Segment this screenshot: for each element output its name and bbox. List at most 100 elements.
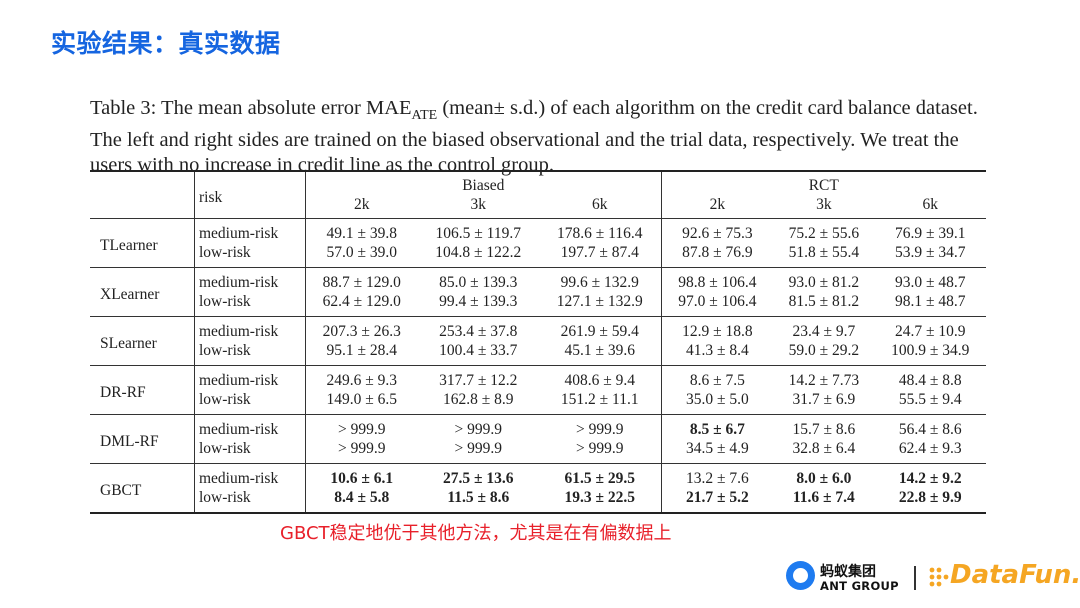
value-cell-best: 11.5 ± 8.6	[447, 489, 510, 506]
value-cell: 53.9 ± 34.7	[895, 244, 966, 261]
risk-label: low-risk	[194, 390, 306, 415]
table-row: low-risk 57.0 ± 39.0 104.8 ± 122.2 197.7 ± …	[90, 243, 986, 268]
value-cell: 31.7 ± 6.9	[792, 391, 856, 408]
datafun-dots-icon	[929, 567, 949, 587]
value-cell-best: 22.8 ± 9.9	[898, 489, 962, 506]
header-row-sizes: 2k 3k 6k 2k 3k 6k	[90, 195, 986, 219]
value-cell: 61.5 ± 29.5	[539, 464, 661, 489]
ant-logo-zh: 蚂蚁集团	[820, 564, 876, 580]
value-cell: 253.4 ± 37.8	[439, 323, 518, 340]
header-size: 2k	[660, 195, 774, 219]
value-cell: 11.5 ± 8.6	[418, 488, 539, 513]
value-cell: 21.7 ± 5.2	[660, 488, 774, 513]
caption-metric-sub: ATE	[411, 108, 438, 124]
value-cell: 93.0 ± 81.2	[788, 274, 860, 291]
caption-prefix: Table 3: The mean absolute error	[90, 97, 366, 119]
value-cell: 27.5 ± 13.6	[418, 464, 539, 489]
table-row: XLearner medium-risk 88.7 ± 129.0 85.0 ± 13…	[90, 267, 986, 303]
value-cell: 24.7 ± 10.9	[895, 323, 966, 340]
value-cell-best: 27.5 ± 13.6	[443, 470, 514, 487]
value-cell: 57.0 ± 39.0	[304, 243, 418, 268]
value-cell-best: 19.3 ± 22.5	[564, 489, 636, 506]
value-cell: > 999.9	[576, 440, 624, 457]
value-cell-best: 10.6 ± 6.1	[330, 470, 394, 487]
value-cell: 41.3 ± 8.4	[660, 341, 774, 366]
value-cell: 55.5 ± 9.4	[898, 391, 962, 408]
ant-group-logo: 蚂蚁集团 ANT GROUP	[786, 558, 916, 598]
value-cell: 207.3 ± 26.3	[304, 316, 418, 341]
value-cell: 98.1 ± 48.7	[895, 293, 966, 310]
risk-label: medium-risk	[194, 365, 306, 390]
value-cell-best: 21.7 ± 5.2	[685, 489, 749, 506]
value-cell: 408.6 ± 9.4	[564, 372, 636, 389]
value-cell: 99.6 ± 132.9	[560, 274, 639, 291]
value-cell: > 999.9	[576, 421, 624, 438]
value-cell: 93.0 ± 48.7	[895, 274, 966, 291]
risk-label: medium-risk	[194, 267, 306, 292]
logo-divider	[914, 566, 916, 590]
value-cell: 10.6 ± 6.1	[304, 463, 418, 488]
value-cell: 249.6 ± 9.3	[304, 365, 418, 390]
value-cell-best: 14.2 ± 9.2	[898, 470, 962, 487]
value-cell: 98.8 ± 106.4	[660, 267, 774, 292]
value-cell: 106.5 ± 119.7	[435, 225, 521, 242]
value-cell: 35.0 ± 5.0	[660, 390, 774, 415]
value-cell: > 999.9	[454, 440, 503, 457]
value-cell: 8.5 ± 6.7	[660, 414, 774, 439]
value-cell: 11.6 ± 7.4	[773, 488, 874, 513]
datafun-wordmark: DataFun.	[950, 560, 1080, 590]
value-cell: > 999.9	[454, 421, 503, 438]
results-table: risk Biased RCT 2k 3k 6k 2k 3k 6k TLearn…	[90, 170, 986, 514]
algorithm-name: DR-RF	[100, 384, 146, 401]
value-cell: 14.2 ± 7.73	[788, 372, 860, 389]
algorithm-name: TLearner	[100, 237, 158, 254]
algorithm-name: DML-RF	[100, 433, 159, 450]
algorithm-name: XLearner	[100, 286, 160, 303]
value-cell: 56.4 ± 8.6	[898, 421, 962, 438]
value-cell: 151.2 ± 11.1	[560, 391, 639, 408]
risk-label: low-risk	[194, 243, 306, 268]
header-algo-blank	[90, 171, 195, 219]
value-cell: 45.1 ± 39.6	[564, 342, 636, 359]
value-cell: 162.8 ± 8.9	[443, 391, 514, 408]
header-group-biased: Biased	[305, 171, 662, 195]
header-size: 2k	[304, 195, 418, 219]
value-cell: > 999.9	[304, 439, 418, 464]
header-risk: risk	[194, 171, 306, 219]
value-cell: 149.0 ± 6.5	[304, 390, 418, 415]
header-size: 3k	[470, 196, 487, 213]
value-cell: 88.7 ± 129.0	[304, 267, 418, 292]
value-cell: 32.8 ± 6.4	[792, 440, 856, 457]
table-row: TLearner medium-risk 49.1 ± 39.8 106.5 ± 11…	[90, 218, 986, 254]
value-cell-best: 8.0 ± 6.0	[796, 470, 852, 487]
value-cell: 8.4 ± 5.8	[304, 488, 418, 513]
value-cell: 23.4 ± 9.7	[792, 323, 856, 340]
value-cell: 76.9 ± 39.1	[895, 225, 966, 242]
value-cell: 51.8 ± 55.4	[788, 244, 860, 261]
value-cell: 317.7 ± 12.2	[439, 372, 518, 389]
risk-label: medium-risk	[194, 316, 306, 341]
header-group-rct: RCT	[660, 171, 986, 195]
value-cell: 75.2 ± 55.6	[788, 225, 860, 242]
table-row: low-risk 149.0 ± 6.5 162.8 ± 8.9 151.2 ± 11…	[90, 390, 986, 415]
table-row: DR-RF medium-risk 249.6 ± 9.3 317.7 ± 12.2 4…	[90, 365, 986, 401]
value-cell: 14.2 ± 9.2	[875, 464, 986, 489]
value-cell: 87.8 ± 76.9	[660, 243, 774, 268]
algorithm-name: SLearner	[100, 335, 157, 352]
value-cell: 59.0 ± 29.2	[788, 342, 860, 359]
slide-title: 实验结果：真实数据	[51, 29, 281, 58]
value-cell: 127.1 ± 132.9	[556, 293, 643, 310]
value-cell: 8.0 ± 6.0	[773, 464, 874, 489]
value-cell: 22.8 ± 9.9	[875, 488, 986, 513]
table-row: SLearner medium-risk 207.3 ± 26.3 253.4 ± 3…	[90, 316, 986, 352]
risk-label: low-risk	[194, 439, 306, 464]
value-cell: 15.7 ± 8.6	[792, 421, 856, 438]
value-cell-best: 8.4 ± 5.8	[334, 489, 390, 506]
conclusion-text: GBCT稳定地优于其他方法，尤其是在有偏数据上	[280, 523, 672, 544]
value-cell: 81.5 ± 81.2	[788, 293, 860, 310]
risk-label: low-risk	[194, 292, 306, 317]
value-cell: 49.1 ± 39.8	[304, 218, 418, 243]
value-cell: 48.4 ± 8.8	[898, 372, 962, 389]
value-cell: 99.4 ± 139.3	[439, 293, 518, 310]
value-cell: 100.9 ± 34.9	[891, 342, 970, 359]
